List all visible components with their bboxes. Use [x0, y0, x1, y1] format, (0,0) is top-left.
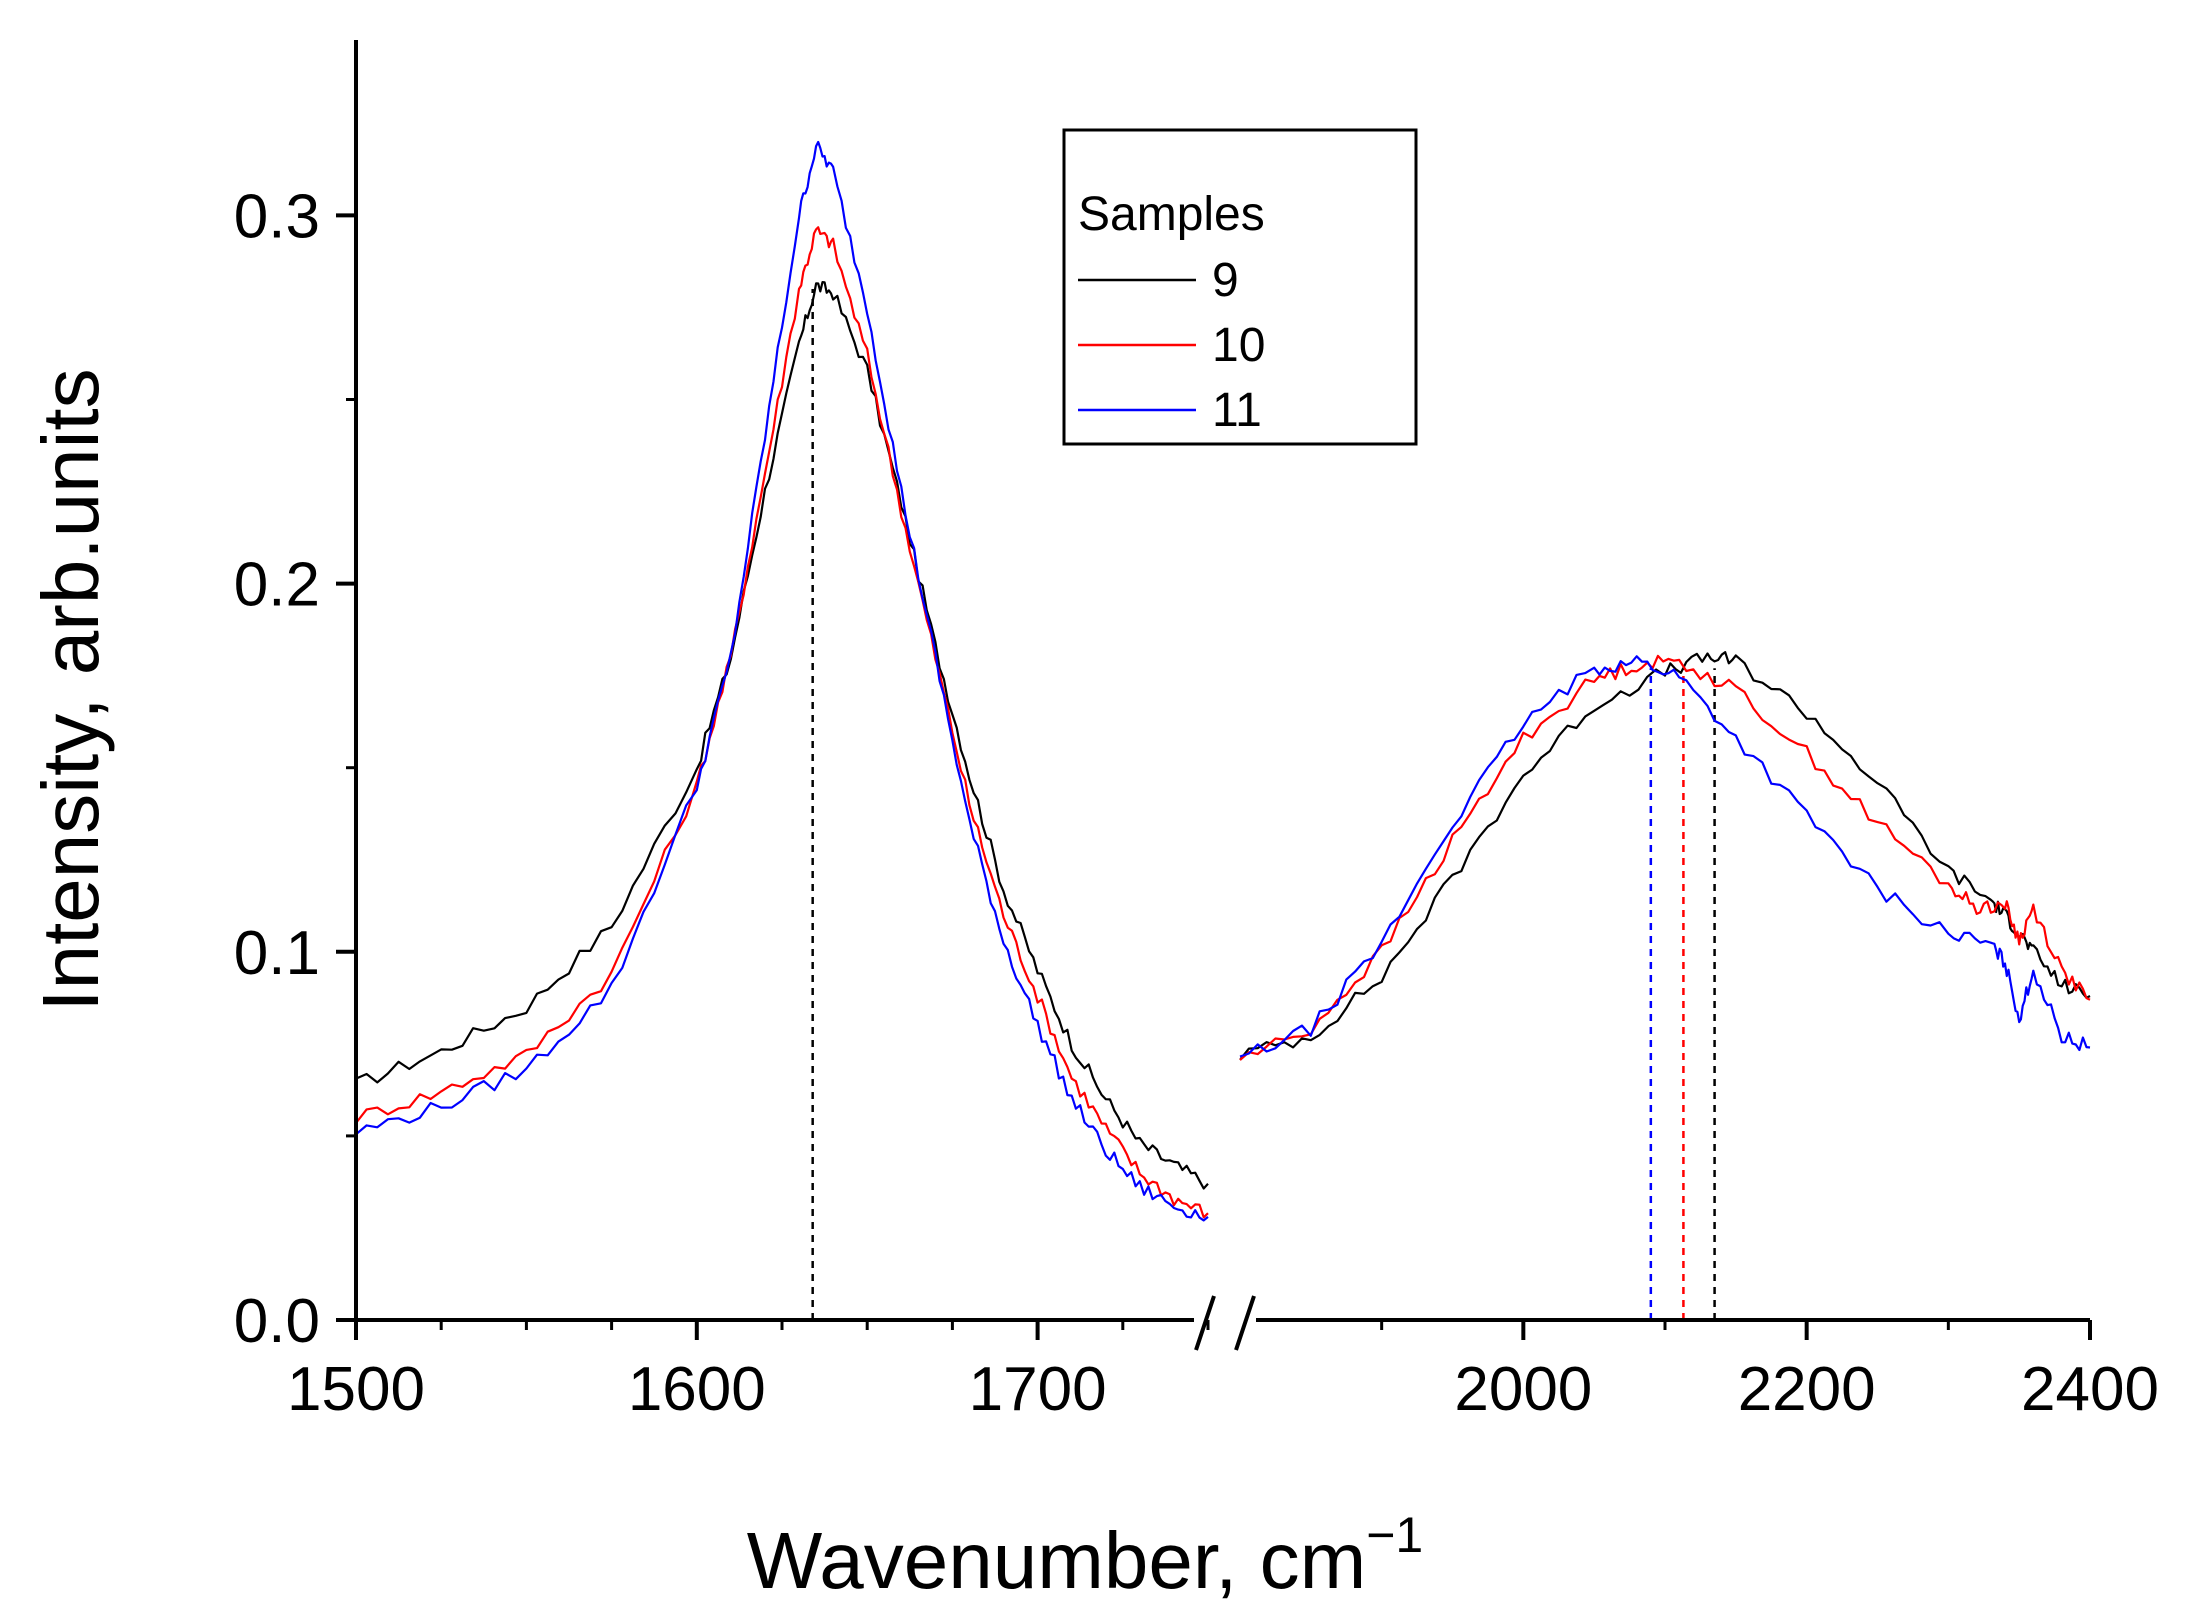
x-tick-label: 1600 [628, 1355, 766, 1424]
series-11-left [355, 140, 1209, 1222]
legend-label-10: 10 [1212, 319, 1265, 372]
x-axis-title: Wavenumber, cm−1 [747, 1507, 1423, 1605]
x-tick-label: 2400 [2021, 1355, 2159, 1424]
x-axis-title-superscript: −1 [1366, 1507, 1423, 1563]
legend: Samples 9 10 11 [1062, 128, 1418, 446]
series-11-right [1239, 655, 2091, 1058]
x-tick-label: 1700 [969, 1355, 1107, 1424]
y-tick-label: 0.3 [234, 182, 320, 251]
x-axis-title-text: Wavenumber, cm [747, 1516, 1366, 1605]
axis-break-mark-1 [1194, 1295, 1216, 1351]
x-tick-label: 2000 [1454, 1355, 1592, 1424]
series-9-right [1239, 651, 2091, 1061]
legend-label-9: 9 [1212, 254, 1239, 307]
tick-labels: 0.0 0.1 0.2 0.3 1500 1600 1700 2000 2200 2400 [234, 182, 2159, 1424]
axis-break-mark-2 [1234, 1295, 1256, 1351]
legend-label-11: 11 [1212, 384, 1262, 437]
series-9-left [355, 281, 1209, 1190]
legend-box [1062, 128, 1418, 446]
series-10-left [355, 226, 1209, 1219]
y-axis-title: Intensity, arb.units [26, 368, 115, 1011]
y-tick-label: 0.0 [234, 1287, 320, 1356]
x-tick-label: 2200 [1738, 1355, 1876, 1424]
series-10-right [1239, 654, 2091, 1061]
axes [336, 40, 2092, 1351]
plot-area [355, 140, 2091, 1320]
legend-title: Samples [1078, 188, 1265, 241]
y-tick-label: 0.1 [234, 919, 320, 988]
y-tick-label: 0.2 [234, 551, 320, 620]
x-tick-label: 1500 [287, 1355, 425, 1424]
